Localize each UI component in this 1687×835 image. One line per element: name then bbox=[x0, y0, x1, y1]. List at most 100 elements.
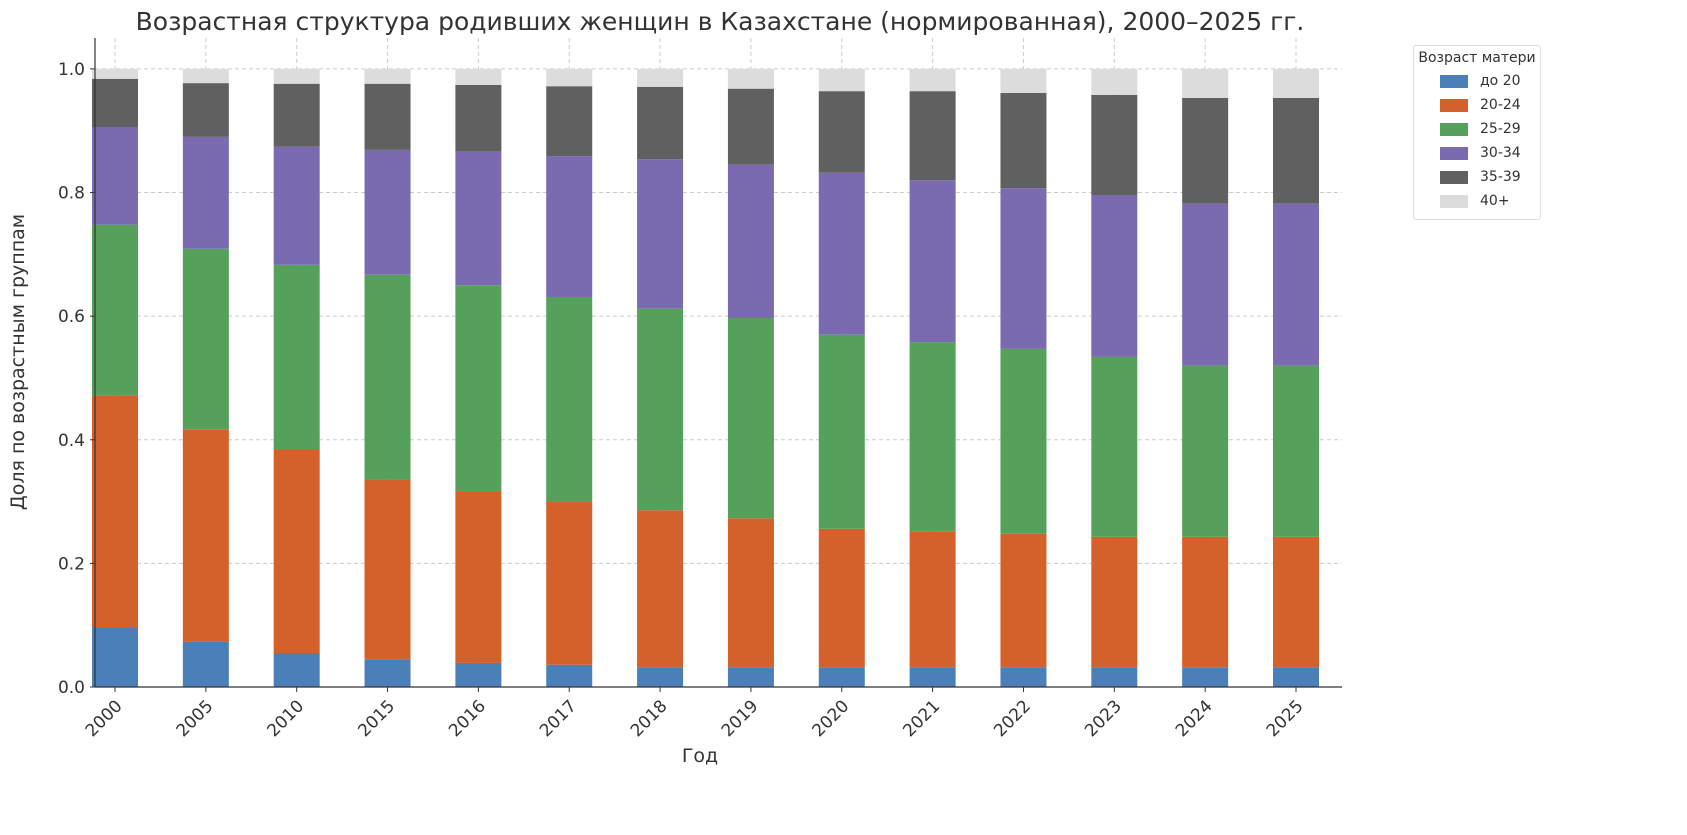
legend-swatch bbox=[1440, 98, 1468, 112]
bar-segment-25-29 bbox=[637, 308, 684, 511]
bar-segment-20-24 bbox=[273, 449, 320, 654]
bar-segment-до-20 bbox=[637, 667, 684, 687]
bar-segment-20-24 bbox=[92, 395, 138, 628]
bar-segment-30-34 bbox=[1000, 188, 1047, 349]
bar-segment-до-20 bbox=[818, 667, 865, 687]
bar-segment-35-39 bbox=[273, 83, 320, 147]
y-tick-label: 0.6 bbox=[58, 307, 85, 327]
x-tick-label: 2019 bbox=[718, 696, 763, 741]
bar-segment-до-20 bbox=[455, 662, 502, 687]
bar-segment-30-34 bbox=[818, 172, 865, 335]
legend-label: 20-24 bbox=[1480, 97, 1521, 113]
legend-label: 25-29 bbox=[1480, 121, 1521, 137]
y-tick-label: 0.8 bbox=[58, 184, 85, 204]
bar-segment-до-20 bbox=[92, 627, 138, 687]
bar-segment-40+ bbox=[1091, 68, 1138, 95]
x-tick-label: 2022 bbox=[990, 696, 1035, 741]
bar-segment-30-34 bbox=[546, 156, 593, 297]
bar-segment-25-29 bbox=[909, 342, 956, 532]
bar-segment-40+ bbox=[909, 68, 956, 92]
x-axis-label: Год bbox=[682, 745, 718, 767]
legend-item: 20-24 bbox=[1414, 93, 1540, 117]
bar-segment-35-39 bbox=[182, 83, 229, 137]
x-tick-label: 2021 bbox=[899, 696, 944, 741]
bar-segment-40+ bbox=[637, 68, 684, 87]
bar-segment-до-20 bbox=[364, 659, 411, 687]
bar-segment-30-34 bbox=[909, 180, 956, 343]
legend-label: 35-39 bbox=[1480, 169, 1521, 185]
bar-segment-35-39 bbox=[92, 78, 138, 128]
x-tick-label: 2025 bbox=[1263, 696, 1308, 741]
bar-segment-до-20 bbox=[1273, 667, 1319, 687]
bar-segment-до-20 bbox=[273, 653, 320, 687]
bar-segment-30-34 bbox=[273, 146, 320, 265]
legend-item: 30-34 bbox=[1414, 141, 1540, 165]
bar-segment-20-24 bbox=[455, 491, 502, 663]
bar-segment-25-29 bbox=[182, 248, 229, 430]
bar-segment-25-29 bbox=[727, 317, 774, 519]
x-tick-label: 2015 bbox=[354, 696, 399, 741]
x-tick-label: 2000 bbox=[82, 696, 127, 741]
bar-segment-25-29 bbox=[92, 224, 138, 396]
legend-label: до 20 bbox=[1480, 73, 1521, 89]
legend-item: 40+ bbox=[1414, 189, 1540, 213]
bar-segment-20-24 bbox=[818, 528, 865, 668]
bar-segment-20-24 bbox=[1091, 536, 1138, 668]
x-tick-label: 2016 bbox=[445, 696, 490, 741]
bar-segment-25-29 bbox=[1182, 365, 1229, 537]
bar-segment-35-39 bbox=[1000, 93, 1047, 189]
bar-segment-30-34 bbox=[364, 149, 411, 275]
bar-segment-40+ bbox=[182, 68, 229, 84]
x-tick-label: 2024 bbox=[1172, 696, 1217, 741]
x-tick-label: 2010 bbox=[263, 696, 308, 741]
bar-segment-40+ bbox=[1182, 68, 1229, 98]
bar-segment-30-34 bbox=[1091, 194, 1138, 357]
bar-segment-25-29 bbox=[364, 274, 411, 480]
bar-segment-25-29 bbox=[546, 296, 593, 502]
bar-segment-35-39 bbox=[818, 91, 865, 173]
bar-segment-40+ bbox=[273, 68, 320, 84]
bar-segment-20-24 bbox=[637, 510, 684, 668]
legend: Возраст матери до 20 20-24 25-29 30-34 35-39… bbox=[1413, 45, 1541, 220]
legend-item: 25-29 bbox=[1414, 117, 1540, 141]
bar-segment-до-20 bbox=[1000, 667, 1047, 687]
y-tick-label: 0.4 bbox=[58, 431, 85, 451]
legend-item: до 20 bbox=[1414, 69, 1540, 93]
bar-segment-20-24 bbox=[546, 501, 593, 665]
bar-segment-до-20 bbox=[727, 667, 774, 687]
bar-segment-25-29 bbox=[818, 334, 865, 529]
bar-segment-35-39 bbox=[546, 86, 593, 157]
bar-segment-до-20 bbox=[909, 667, 956, 687]
bar-segment-до-20 bbox=[1182, 667, 1229, 687]
bar-segment-40+ bbox=[1000, 68, 1047, 94]
legend-swatch bbox=[1440, 194, 1468, 208]
legend-swatch bbox=[1440, 74, 1468, 88]
bar-segment-40+ bbox=[818, 68, 865, 92]
bar-segment-35-39 bbox=[455, 84, 502, 152]
bar-segment-30-34 bbox=[182, 136, 229, 249]
bar-segment-20-24 bbox=[1182, 536, 1229, 668]
bar-segment-20-24 bbox=[1000, 533, 1047, 668]
x-tick-label: 2018 bbox=[627, 696, 672, 741]
y-tick-label: 1.0 bbox=[58, 60, 85, 80]
bar-segment-40+ bbox=[92, 68, 138, 79]
bar-segment-20-24 bbox=[364, 479, 411, 660]
bar-segment-35-39 bbox=[1273, 97, 1319, 204]
bar-segment-до-20 bbox=[182, 641, 229, 687]
bar-segment-25-29 bbox=[1000, 348, 1047, 534]
bar-segment-25-29 bbox=[273, 264, 320, 450]
bar-segment-20-24 bbox=[727, 518, 774, 668]
bar-segment-40+ bbox=[546, 68, 593, 87]
bar-segment-до-20 bbox=[1091, 667, 1138, 687]
legend-swatch bbox=[1440, 146, 1468, 160]
bar-segment-25-29 bbox=[1091, 356, 1138, 537]
bar-segment-35-39 bbox=[364, 83, 411, 150]
bar-segment-20-24 bbox=[1273, 536, 1319, 668]
bar-segment-30-34 bbox=[727, 164, 774, 318]
bar-segment-20-24 bbox=[182, 429, 229, 642]
legend-label: 40+ bbox=[1480, 193, 1510, 209]
bar-segment-35-39 bbox=[727, 88, 774, 165]
bar-segment-35-39 bbox=[909, 91, 956, 181]
legend-title: Возраст матери bbox=[1418, 50, 1536, 66]
